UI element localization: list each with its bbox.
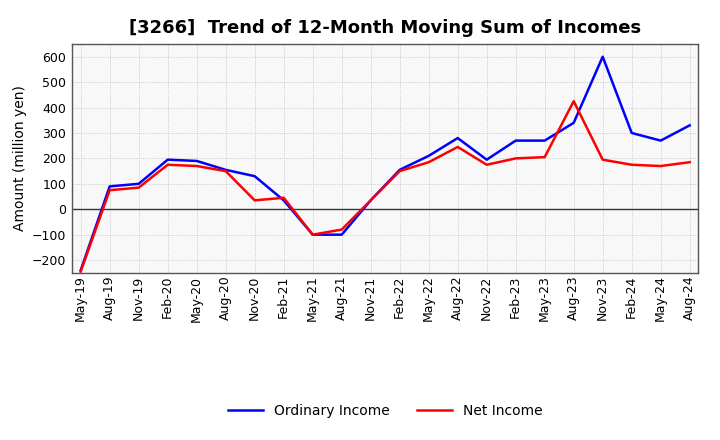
Ordinary Income [570,120,578,125]
Ordinary Income [685,123,694,128]
Net Income [76,269,85,274]
Ordinary Income [598,54,607,59]
Net Income [511,156,520,161]
Ordinary Income [338,232,346,237]
Ordinary Income [424,153,433,158]
Net Income [105,187,114,193]
Net Income [395,169,404,174]
Net Income [251,198,259,203]
Ordinary Income [135,181,143,187]
Net Income [570,99,578,104]
Net Income [685,160,694,165]
Ordinary Income [163,157,172,162]
Net Income [308,232,317,237]
Net Income [221,169,230,174]
Net Income [482,162,491,167]
Net Income [454,144,462,150]
Ordinary Income [541,138,549,143]
Net Income [163,162,172,167]
Ordinary Income [192,158,201,164]
Line: Ordinary Income: Ordinary Income [81,57,690,270]
Ordinary Income [221,167,230,172]
Net Income [366,198,375,203]
Net Income [338,227,346,232]
Ordinary Income [395,167,404,172]
Net Income [135,185,143,190]
Ordinary Income [627,130,636,136]
Y-axis label: Amount (million yen): Amount (million yen) [12,85,27,231]
Net Income [424,160,433,165]
Ordinary Income [454,136,462,141]
Ordinary Income [366,198,375,203]
Net Income [279,195,288,201]
Ordinary Income [308,232,317,237]
Net Income [598,157,607,162]
Ordinary Income [105,184,114,189]
Net Income [627,162,636,167]
Ordinary Income [511,138,520,143]
Ordinary Income [482,157,491,162]
Net Income [541,154,549,160]
Ordinary Income [657,138,665,143]
Ordinary Income [76,268,85,273]
Net Income [192,163,201,169]
Line: Net Income: Net Income [81,101,690,271]
Ordinary Income [279,198,288,203]
Title: [3266]  Trend of 12-Month Moving Sum of Incomes: [3266] Trend of 12-Month Moving Sum of I… [129,19,642,37]
Legend: Ordinary Income, Net Income: Ordinary Income, Net Income [222,399,548,424]
Ordinary Income [251,173,259,179]
Net Income [657,163,665,169]
